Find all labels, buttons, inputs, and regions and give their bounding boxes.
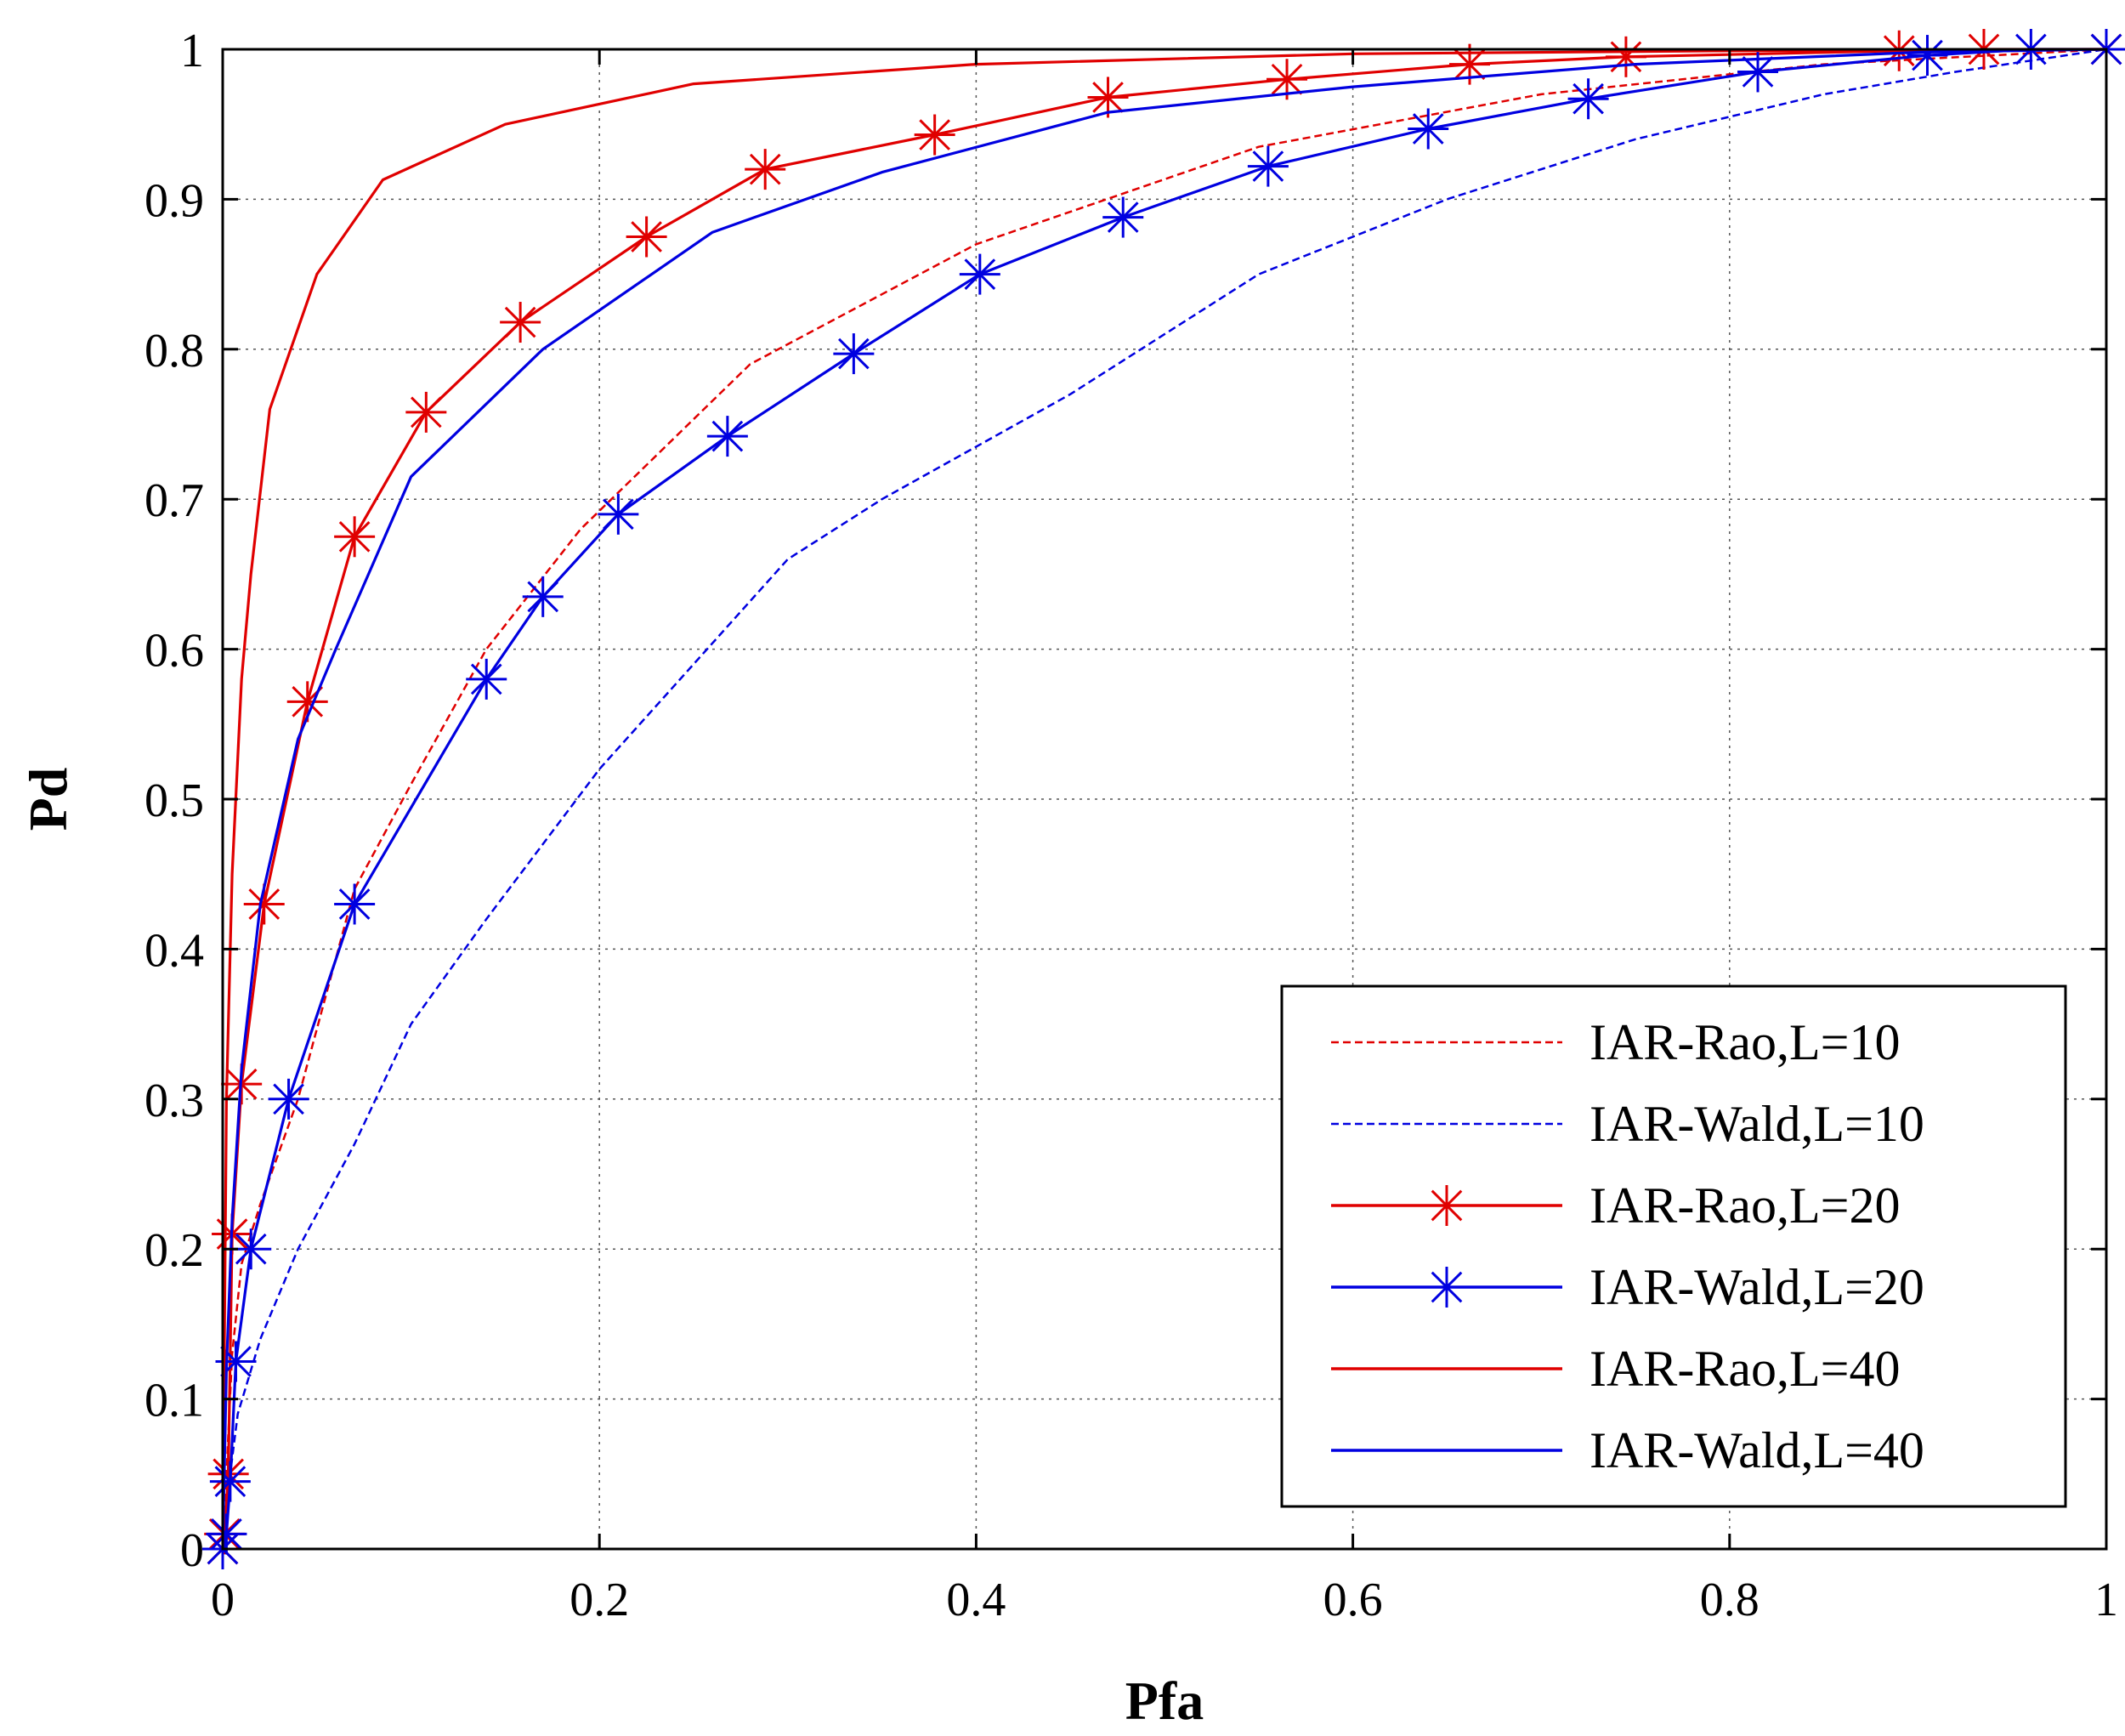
series-point	[706, 416, 748, 457]
series-line	[221, 48, 2107, 1550]
x-tick-label: 0.2	[570, 1574, 629, 1626]
legend-entry: IAR-Wald,L=40	[1331, 1422, 1924, 1478]
series-point	[1408, 108, 1449, 150]
series-6	[221, 48, 2107, 1550]
series-point	[833, 333, 875, 375]
series-point	[1247, 145, 1289, 187]
y-tick-label: 0.5	[144, 774, 204, 827]
y-tick-label: 0.8	[144, 325, 204, 377]
legend-marker	[1426, 1185, 1467, 1226]
series-layer	[202, 29, 2125, 1569]
y-tick-label: 0	[180, 1524, 204, 1577]
y-tick-label: 0.7	[144, 474, 204, 527]
series-point	[598, 493, 639, 535]
legend-entry: IAR-Wald,L=10	[1331, 1096, 1924, 1152]
series-point	[230, 1228, 272, 1270]
x-tick-label: 0.8	[1700, 1574, 1760, 1626]
y-tick-label: 0.3	[144, 1075, 204, 1127]
series-point	[626, 216, 667, 258]
y-tick-label: 0.1	[144, 1375, 204, 1427]
series-point	[914, 114, 955, 156]
y-tick-label: 1	[180, 25, 204, 77]
legend: IAR-Rao,L=10 IAR-Wald,L=10 IAR-Rao,L=20 IAR…	[1280, 984, 2067, 1508]
legend-entry: IAR-Rao,L=20	[1331, 1177, 1900, 1234]
series-point	[243, 883, 285, 925]
series-point	[334, 883, 376, 925]
series-point	[1737, 51, 1779, 93]
y-tick-label: 0.9	[144, 174, 204, 227]
series-point	[209, 1461, 251, 1502]
series-line	[221, 48, 2107, 1550]
legend-entry: IAR-Rao,L=10	[1331, 1014, 1900, 1070]
legend-marker	[1426, 1267, 1467, 1308]
axis-ticks	[221, 48, 2108, 1551]
x-axis-title: Pfa	[1125, 1671, 1204, 1731]
y-axis-title: Pd	[18, 768, 78, 831]
series-point	[1102, 196, 1144, 238]
series-point	[466, 658, 507, 700]
series-point	[405, 391, 447, 433]
y-tick-label: 0.6	[144, 625, 204, 678]
series-point	[1448, 43, 1490, 85]
series-point	[522, 576, 564, 617]
y-tick-label: 0.4	[144, 924, 204, 977]
series-point	[959, 253, 1000, 295]
x-tick-label: 0	[211, 1574, 235, 1626]
x-tick-label: 0.6	[1323, 1574, 1383, 1626]
series-point	[334, 516, 376, 558]
series-line	[221, 48, 2107, 1550]
legend-label: IAR-Wald,L=40	[1590, 1422, 1924, 1478]
series-5	[221, 48, 2107, 1550]
series-point	[745, 149, 786, 190]
legend-entry: IAR-Wald,L=20	[1331, 1259, 1924, 1315]
series-point	[207, 1453, 249, 1495]
x-tick-labels: 0 0.2 0.4 0.6 0.8 1	[211, 1574, 2118, 1626]
series-2	[221, 48, 2107, 1550]
y-tick-label: 0.2	[144, 1224, 204, 1277]
series-line	[221, 48, 2107, 1550]
series-point	[500, 302, 541, 343]
series-point	[1567, 78, 1609, 120]
legend-label: IAR-Rao,L=10	[1590, 1014, 1900, 1070]
legend-label: IAR-Rao,L=20	[1590, 1177, 1900, 1234]
x-tick-label: 1	[2094, 1574, 2118, 1626]
series-point	[206, 1513, 247, 1555]
series-point	[1087, 77, 1129, 118]
y-tick-labels: 0 0.1 0.2 0.3 0.4 0.5 0.6 0.7 0.8 0.9 1	[144, 25, 204, 1577]
legend-label: IAR-Rao,L=40	[1590, 1341, 1900, 1397]
legend-box	[1280, 984, 2067, 1508]
legend-label: IAR-Wald,L=20	[1590, 1259, 1924, 1315]
legend-label: IAR-Wald,L=10	[1590, 1096, 1924, 1152]
series-point	[268, 1078, 309, 1120]
series-point	[1605, 36, 1646, 77]
series-point	[1907, 35, 1948, 77]
series-1	[221, 48, 2107, 1550]
x-tick-label: 0.4	[946, 1574, 1006, 1626]
legend-entry: IAR-Rao,L=40	[1331, 1341, 1900, 1397]
